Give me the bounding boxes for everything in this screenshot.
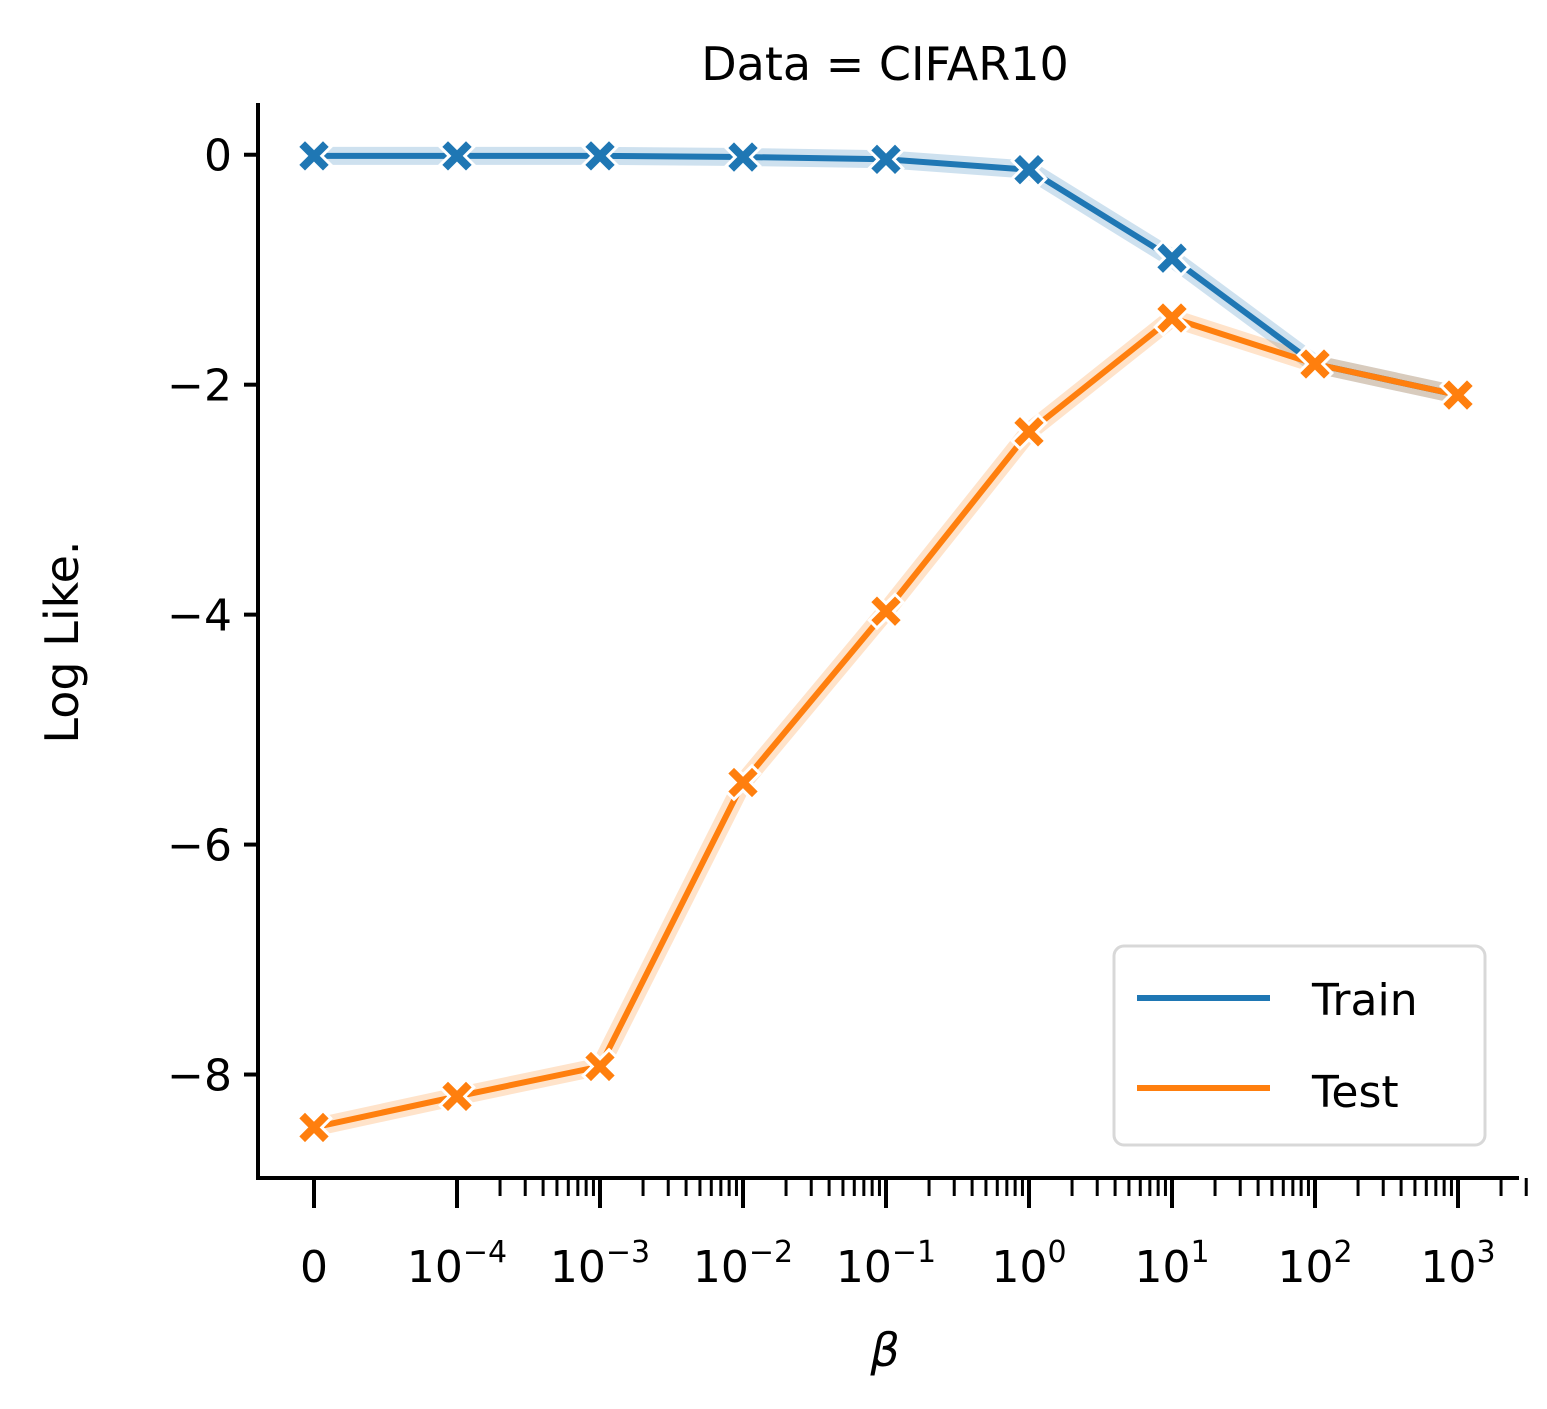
- marker-test: [1439, 376, 1477, 414]
- legend: Train Test: [1112, 944, 1487, 1147]
- marker-test: [1010, 412, 1048, 451]
- marker-train: [1153, 239, 1191, 278]
- y-axis-label: Log Like.: [35, 540, 89, 743]
- x-tick-label: 10−1: [836, 1235, 936, 1293]
- legend-label-train: Train: [1311, 975, 1418, 1026]
- y-tick-label: −8: [167, 1051, 232, 1102]
- y-tick-label: −2: [167, 361, 232, 412]
- x-tick-label: 101: [1134, 1235, 1209, 1293]
- marker-train: [438, 136, 476, 175]
- x-tick-label: 10−3: [550, 1235, 650, 1293]
- x-axis-minor-ticks: [498, 1178, 1528, 1196]
- marker-test: [1153, 299, 1191, 337]
- marker-test: [295, 1108, 333, 1147]
- x-tick-label: 100: [991, 1235, 1066, 1293]
- y-tick-label: −4: [167, 591, 232, 642]
- marker-test: [1296, 345, 1334, 383]
- legend-box: [1112, 944, 1487, 1147]
- marker-test: [724, 763, 762, 802]
- x-tick-label: 10−2: [693, 1235, 793, 1293]
- marker-train: [867, 140, 905, 179]
- marker-train: [295, 136, 333, 175]
- marker-train: [1010, 150, 1048, 189]
- x-tick-label: 10−4: [407, 1235, 507, 1293]
- marker-test: [867, 592, 905, 631]
- x-axis-ticks: 0 10−4 10−3 10−2 10−1 100 101 102 103: [300, 1178, 1496, 1293]
- marker-train: [724, 138, 762, 176]
- x-tick-label: 0: [300, 1242, 328, 1293]
- x-tick-label: 103: [1420, 1235, 1495, 1293]
- marker-test: [438, 1077, 476, 1116]
- series-markers: [295, 136, 1477, 1147]
- marker-train: [581, 136, 619, 175]
- y-tick-label: 0: [204, 131, 232, 182]
- chart-title: Data = CIFAR10: [701, 37, 1069, 91]
- x-axis-label: β: [869, 1323, 899, 1377]
- y-tick-label: −6: [167, 821, 232, 872]
- x-tick-label: 102: [1277, 1235, 1352, 1293]
- legend-label-test: Test: [1311, 1067, 1399, 1118]
- y-axis-ticks: 0 −2 −4 −6 −8: [167, 131, 258, 1102]
- marker-test: [581, 1047, 619, 1086]
